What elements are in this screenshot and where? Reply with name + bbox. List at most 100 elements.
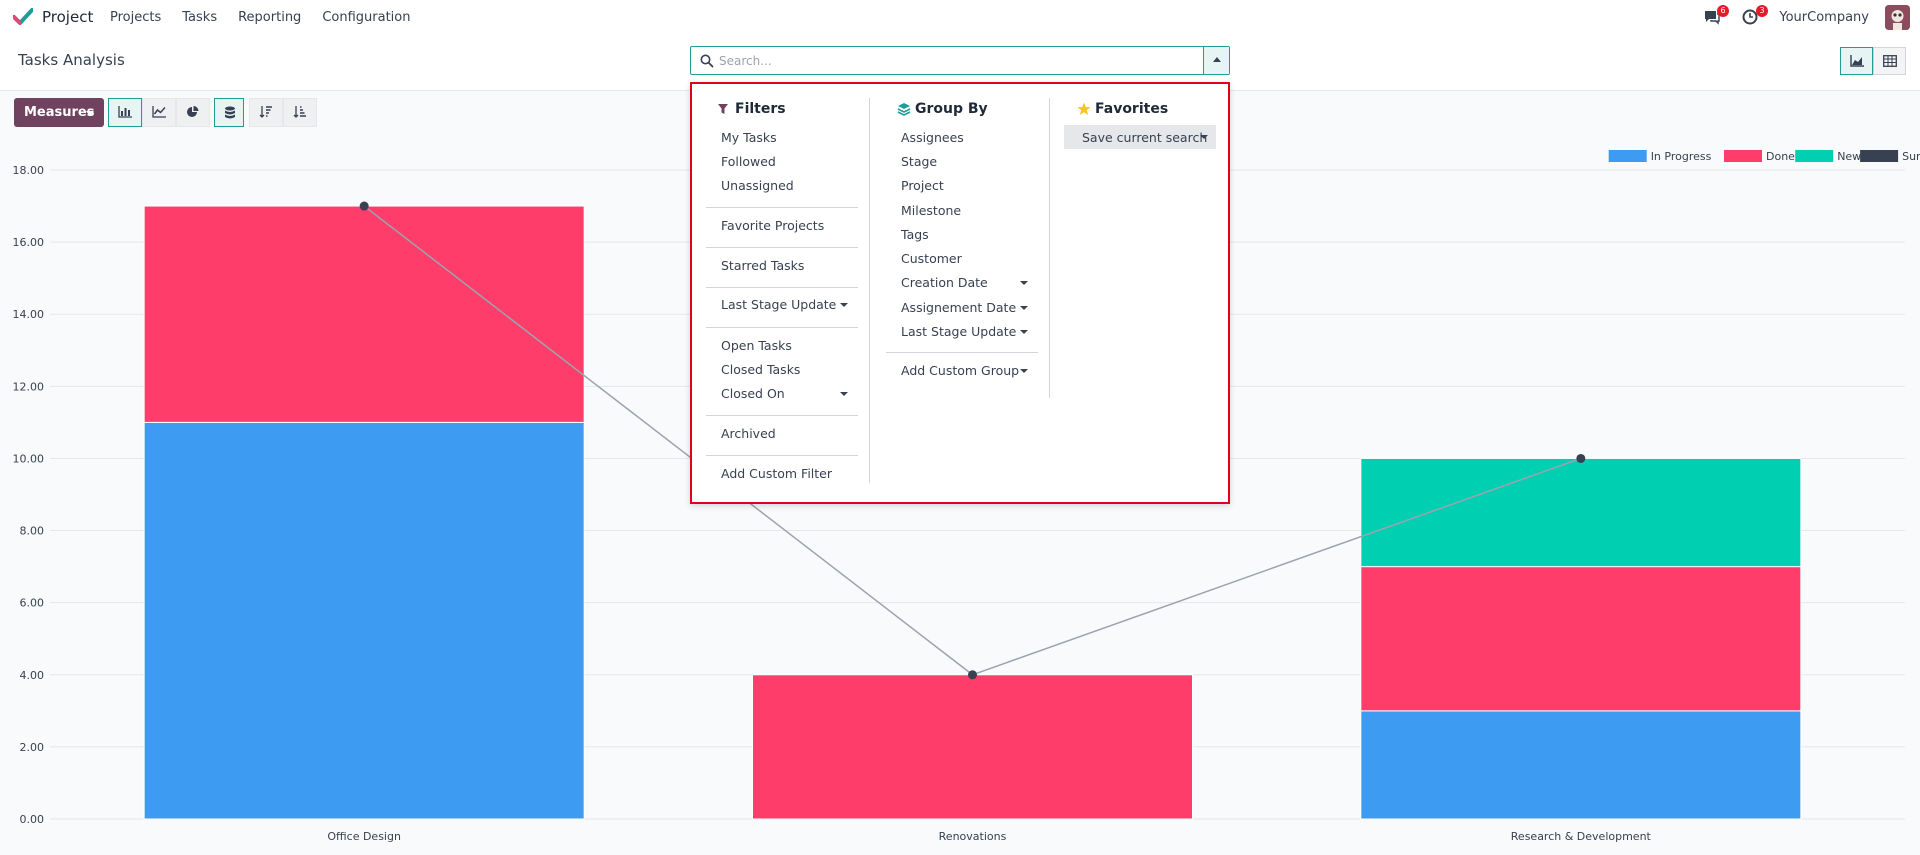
table-icon	[1883, 55, 1897, 67]
user-avatar[interactable]	[1885, 5, 1910, 30]
bar-chart-button[interactable]	[108, 98, 142, 127]
bar-segment	[1360, 566, 1802, 712]
group-by-header: Group By	[897, 98, 988, 120]
filter-starred-tasks[interactable]: Starred Tasks	[721, 258, 805, 273]
top-navbar: Project Projects Tasks Reporting Configu…	[0, 0, 1920, 35]
save-current-search-button[interactable]: Save current search	[1064, 125, 1216, 149]
filter-my-tasks[interactable]: My Tasks	[721, 130, 777, 145]
legend-swatch	[1724, 150, 1762, 162]
clock-icon	[1742, 9, 1758, 25]
column-divider	[1049, 98, 1050, 398]
group-by-milestone[interactable]: Milestone	[901, 203, 962, 218]
app-name[interactable]: Project	[42, 8, 94, 26]
y-tick-label: 8.00	[20, 525, 45, 538]
legend-label: New	[1837, 150, 1861, 163]
legend-swatch	[1860, 150, 1899, 162]
favorites-column: Favorites	[1077, 98, 1168, 120]
pie-chart-button[interactable]	[176, 98, 210, 127]
group-by-divider	[886, 352, 1038, 353]
chevron-down-icon[interactable]	[1020, 306, 1028, 310]
sort-ascending-icon	[293, 106, 306, 118]
activities-badge: 3	[1756, 5, 1768, 17]
filter-archived[interactable]: Archived	[721, 426, 776, 441]
filters-divider	[706, 327, 858, 328]
sum-point	[968, 670, 977, 680]
y-tick-label: 4.00	[20, 669, 45, 682]
group-by-tags[interactable]: Tags	[901, 227, 929, 242]
chevron-down-icon[interactable]	[1020, 281, 1028, 285]
company-switcher[interactable]: YourCompany	[1779, 10, 1869, 25]
line-chart-button[interactable]	[142, 98, 176, 127]
x-tick-label: Renovations	[939, 830, 1007, 843]
add-custom-group[interactable]: Add Custom Group	[901, 363, 1020, 378]
view-switcher	[1840, 47, 1906, 75]
filter-favorite-projects[interactable]: Favorite Projects	[721, 218, 825, 233]
sum-point	[1576, 453, 1586, 463]
project-app-logo-icon[interactable]	[13, 8, 33, 26]
bar-segment	[1360, 457, 1802, 568]
filter-followed[interactable]: Followed	[721, 154, 776, 169]
chevron-down-icon[interactable]	[840, 303, 848, 307]
chevron-down-icon[interactable]	[840, 392, 848, 396]
column-divider	[869, 98, 870, 483]
bar-segment	[752, 674, 1193, 820]
group-by-last-stage-update[interactable]: Last Stage Update	[901, 324, 1017, 339]
sum-point	[359, 201, 369, 211]
tasks-bar-chart: 0.00 2.00 4.00 6.00 8.00 10.00 12.00 14.00 16.00…	[13, 150, 1920, 843]
menu-configuration[interactable]: Configuration	[322, 10, 411, 25]
measures-button[interactable]: Measures	[14, 98, 104, 127]
group-by-project[interactable]: Project	[901, 178, 944, 193]
layers-icon	[897, 103, 911, 116]
legend-label: In Progress	[1651, 150, 1712, 163]
group-by-title: Group By	[915, 101, 988, 117]
search-input[interactable]	[719, 51, 1189, 71]
y-tick-label: 18.00	[13, 164, 45, 177]
messages-button[interactable]: 6	[1703, 5, 1729, 27]
chevron-down-icon	[1200, 135, 1208, 139]
legend-label: Done	[1766, 150, 1795, 163]
graph-view-button[interactable]	[1840, 47, 1873, 75]
page-title: Tasks Analysis	[18, 51, 125, 69]
chart-type-group	[108, 98, 210, 127]
sort-descending-icon	[259, 106, 272, 118]
filter-last-stage-update[interactable]: Last Stage Update	[721, 297, 837, 312]
menu-projects[interactable]: Projects	[110, 10, 162, 25]
bar-segment	[1360, 710, 1802, 820]
sort-ascending-button[interactable]	[283, 98, 317, 127]
stacked-toggle-button[interactable]	[214, 98, 244, 127]
filters-title: Filters	[735, 101, 786, 117]
filter-closed-tasks[interactable]: Closed Tasks	[721, 362, 801, 377]
favorites-title: Favorites	[1095, 101, 1169, 117]
chevron-down-icon[interactable]	[1020, 330, 1028, 334]
chevron-down-icon[interactable]	[1020, 369, 1028, 373]
y-tick-label: 16.00	[13, 236, 45, 249]
filters-divider	[706, 247, 858, 248]
legend-swatch	[1608, 150, 1647, 162]
legend-label: Sum	[1902, 150, 1920, 163]
menu-reporting[interactable]: Reporting	[238, 10, 302, 25]
star-icon	[1077, 102, 1091, 115]
group-by-creation-date[interactable]: Creation Date	[901, 275, 988, 290]
group-by-column: Group By	[897, 98, 988, 120]
bar-segment	[143, 205, 585, 423]
filter-open-tasks[interactable]: Open Tasks	[721, 338, 792, 353]
search-panel-toggle-button[interactable]	[1203, 47, 1229, 74]
sort-descending-button[interactable]	[249, 98, 283, 127]
legend-swatch	[1795, 150, 1834, 162]
filter-unassigned[interactable]: Unassigned	[721, 178, 794, 193]
menu-tasks[interactable]: Tasks	[182, 10, 218, 25]
pivot-view-button[interactable]	[1873, 47, 1906, 75]
group-by-customer[interactable]: Customer	[901, 251, 962, 266]
filters-divider	[706, 455, 858, 456]
group-by-stage[interactable]: Stage	[901, 154, 938, 169]
stacked-group	[214, 98, 244, 127]
add-custom-filter[interactable]: Add Custom Filter	[721, 466, 832, 481]
filter-closed-on[interactable]: Closed On	[721, 386, 785, 401]
group-by-assignement-date[interactable]: Assignement Date	[901, 300, 1017, 315]
activities-button[interactable]: 3	[1742, 5, 1768, 27]
filters-divider	[706, 415, 858, 416]
user-avatar-icon	[1885, 5, 1910, 30]
messages-badge: 6	[1717, 5, 1729, 17]
group-by-assignees[interactable]: Assignees	[901, 130, 964, 145]
filters-header: Filters	[717, 98, 786, 120]
